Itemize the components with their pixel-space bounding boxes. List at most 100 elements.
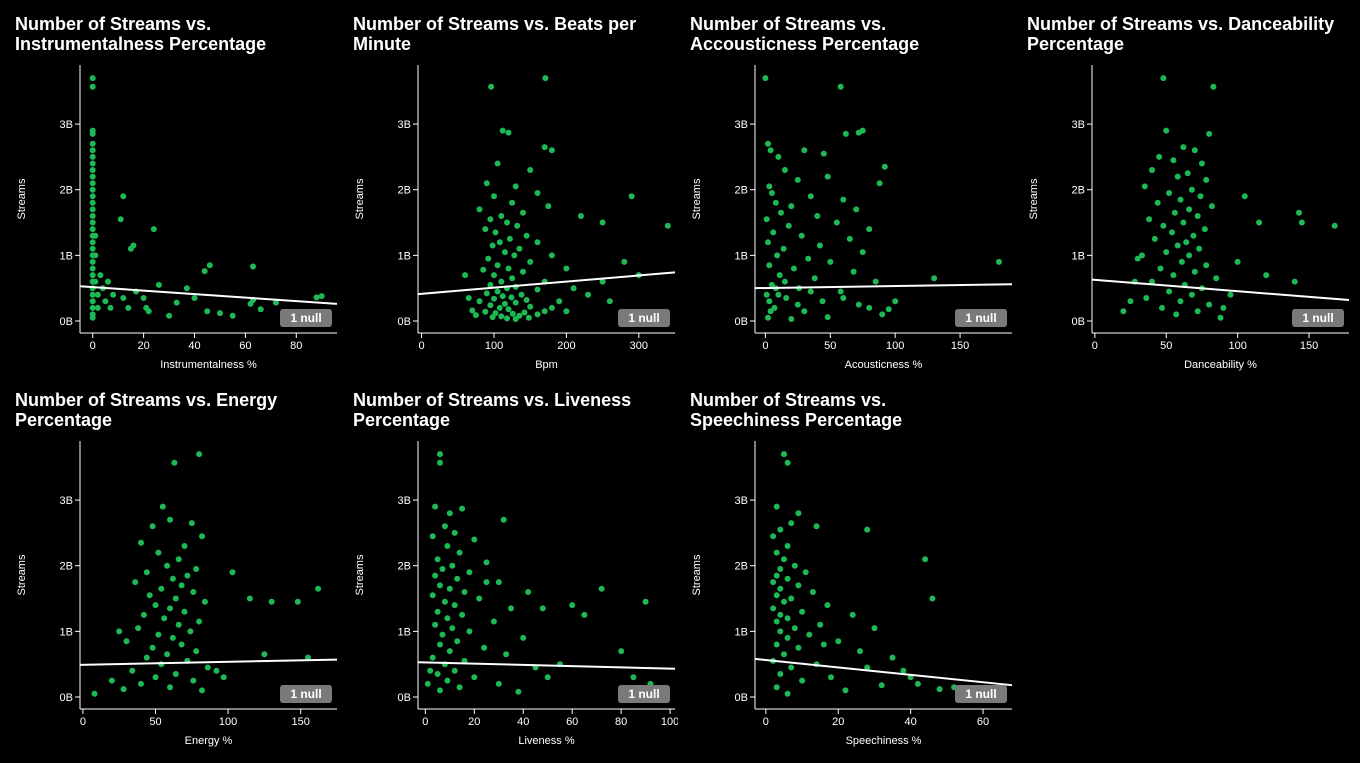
y-tick-label: 2B [735, 185, 748, 197]
data-point [504, 219, 510, 226]
null-count-badge[interactable]: 1 null [280, 309, 332, 327]
chart-panel-instrumentalness: Number of Streams vs. Instrumentalness P… [0, 0, 338, 376]
null-count-badge[interactable]: 1 null [618, 685, 670, 703]
data-point [1178, 258, 1185, 265]
data-point [491, 272, 497, 279]
data-point [514, 222, 521, 229]
data-point [936, 686, 943, 693]
data-point [454, 638, 461, 645]
data-point [187, 628, 194, 635]
data-point [520, 268, 526, 275]
y-tick-label: 3B [1072, 119, 1085, 131]
data-point [89, 173, 96, 180]
data-point [1191, 268, 1198, 275]
data-point [495, 680, 502, 687]
data-point [257, 306, 264, 313]
data-point [89, 160, 96, 167]
data-point [190, 677, 197, 684]
null-count-badge[interactable]: 1 null [955, 685, 1007, 703]
data-point [508, 605, 514, 612]
data-point [864, 526, 871, 533]
data-point [816, 242, 823, 249]
y-axis-label: Streams [1028, 178, 1040, 219]
data-point [548, 304, 555, 311]
x-tick-label: 100 [661, 716, 678, 728]
data-point [996, 258, 1002, 265]
data-point [166, 312, 173, 319]
x-tick-label: 150 [292, 716, 310, 728]
y-tick-label: 3B [735, 119, 748, 131]
data-point [527, 167, 534, 173]
data-point [781, 598, 787, 605]
x-axis-label: Acousticness % [845, 359, 923, 371]
data-point [169, 575, 176, 582]
data-point [820, 150, 827, 157]
data-point [788, 520, 795, 527]
data-point [149, 644, 156, 651]
data-point [181, 608, 188, 615]
data-point [837, 83, 844, 90]
data-point [881, 163, 888, 170]
data-point [807, 288, 814, 295]
data-point [866, 226, 873, 233]
data-point [89, 147, 96, 154]
null-count-badge[interactable]: 1 null [1292, 309, 1344, 327]
data-point [1194, 213, 1201, 219]
data-point [143, 654, 150, 661]
data-point [878, 682, 885, 689]
data-point [89, 186, 96, 193]
data-point [204, 308, 211, 315]
data-point [1298, 219, 1305, 226]
data-point [89, 167, 96, 173]
data-point [512, 316, 519, 322]
data-point [499, 127, 506, 134]
trend-line [417, 661, 676, 670]
data-point [773, 549, 780, 556]
data-point [503, 651, 510, 658]
y-tick-label: 3B [735, 495, 748, 507]
data-point [866, 304, 873, 311]
data-point [1194, 308, 1201, 315]
null-count-badge[interactable]: 1 null [618, 309, 670, 327]
y-axis-label: Streams [354, 178, 366, 219]
data-point [190, 589, 197, 595]
data-point [184, 572, 191, 579]
y-tick-label: 0B [60, 692, 73, 704]
data-point [781, 651, 787, 658]
chart-title: Number of Streams vs. Energy Percentage [15, 390, 278, 430]
data-point [892, 298, 899, 305]
data-point [824, 173, 831, 180]
data-point [1291, 278, 1298, 285]
data-point [505, 129, 512, 136]
y-tick-label: 0B [1072, 316, 1085, 328]
data-point [193, 566, 200, 572]
data-point [89, 75, 96, 82]
data-point [116, 628, 123, 635]
data-point [1177, 196, 1184, 203]
data-point [606, 298, 613, 305]
data-point [775, 291, 782, 298]
data-point [1149, 167, 1155, 173]
data-point [125, 304, 132, 311]
data-point [318, 293, 325, 300]
data-point [1141, 183, 1148, 190]
data-point [1234, 258, 1241, 265]
data-point [788, 316, 795, 322]
data-point [1149, 278, 1155, 285]
data-point [462, 272, 469, 279]
null-count-badge[interactable]: 1 null [955, 309, 1007, 327]
data-point [1186, 206, 1193, 213]
data-point [824, 602, 831, 609]
x-tick-label: 300 [630, 340, 648, 352]
x-tick-label: 50 [824, 340, 836, 352]
data-point [498, 313, 505, 320]
x-tick-label: 50 [149, 716, 161, 728]
data-point [466, 569, 473, 576]
data-point [145, 308, 152, 315]
null-count-badge[interactable]: 1 null [280, 685, 332, 703]
data-point [483, 579, 490, 586]
data-point [509, 199, 516, 206]
y-tick-label: 3B [398, 495, 411, 507]
data-point [1203, 262, 1210, 269]
data-point [842, 130, 849, 137]
